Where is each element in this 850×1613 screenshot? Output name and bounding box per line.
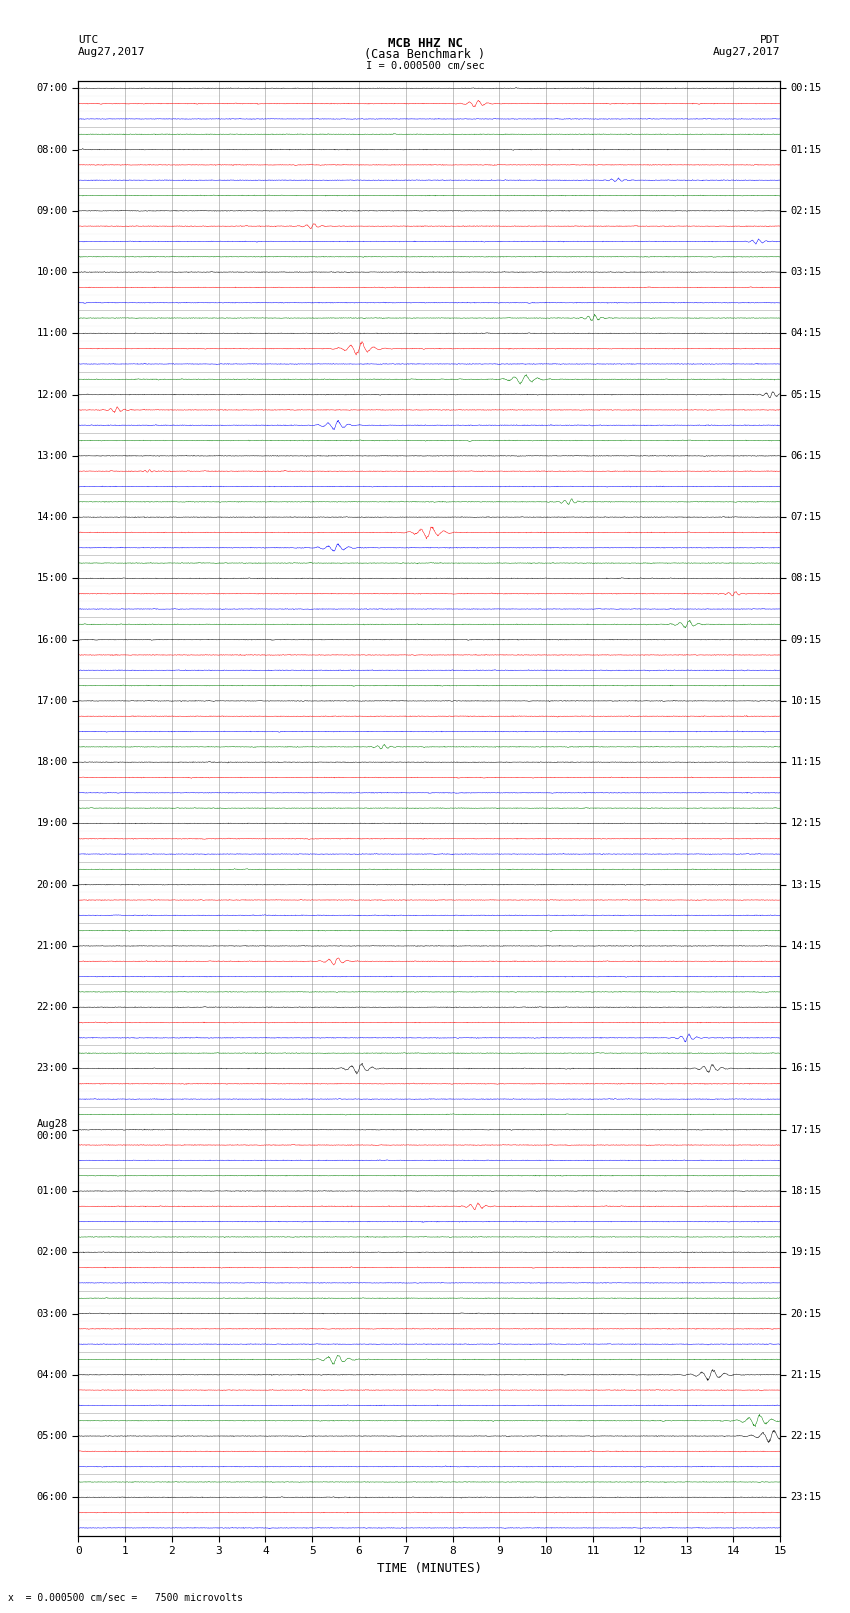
Text: Aug27,2017: Aug27,2017 bbox=[713, 47, 780, 56]
Text: PDT: PDT bbox=[760, 35, 780, 45]
Text: x  = 0.000500 cm/sec =   7500 microvolts: x = 0.000500 cm/sec = 7500 microvolts bbox=[8, 1594, 243, 1603]
Text: (Casa Benchmark ): (Casa Benchmark ) bbox=[365, 48, 485, 61]
Text: MCB HHZ NC: MCB HHZ NC bbox=[388, 37, 462, 50]
Text: UTC: UTC bbox=[78, 35, 99, 45]
Text: I = 0.000500 cm/sec: I = 0.000500 cm/sec bbox=[366, 61, 484, 71]
Text: Aug27,2017: Aug27,2017 bbox=[78, 47, 145, 56]
X-axis label: TIME (MINUTES): TIME (MINUTES) bbox=[377, 1561, 482, 1574]
